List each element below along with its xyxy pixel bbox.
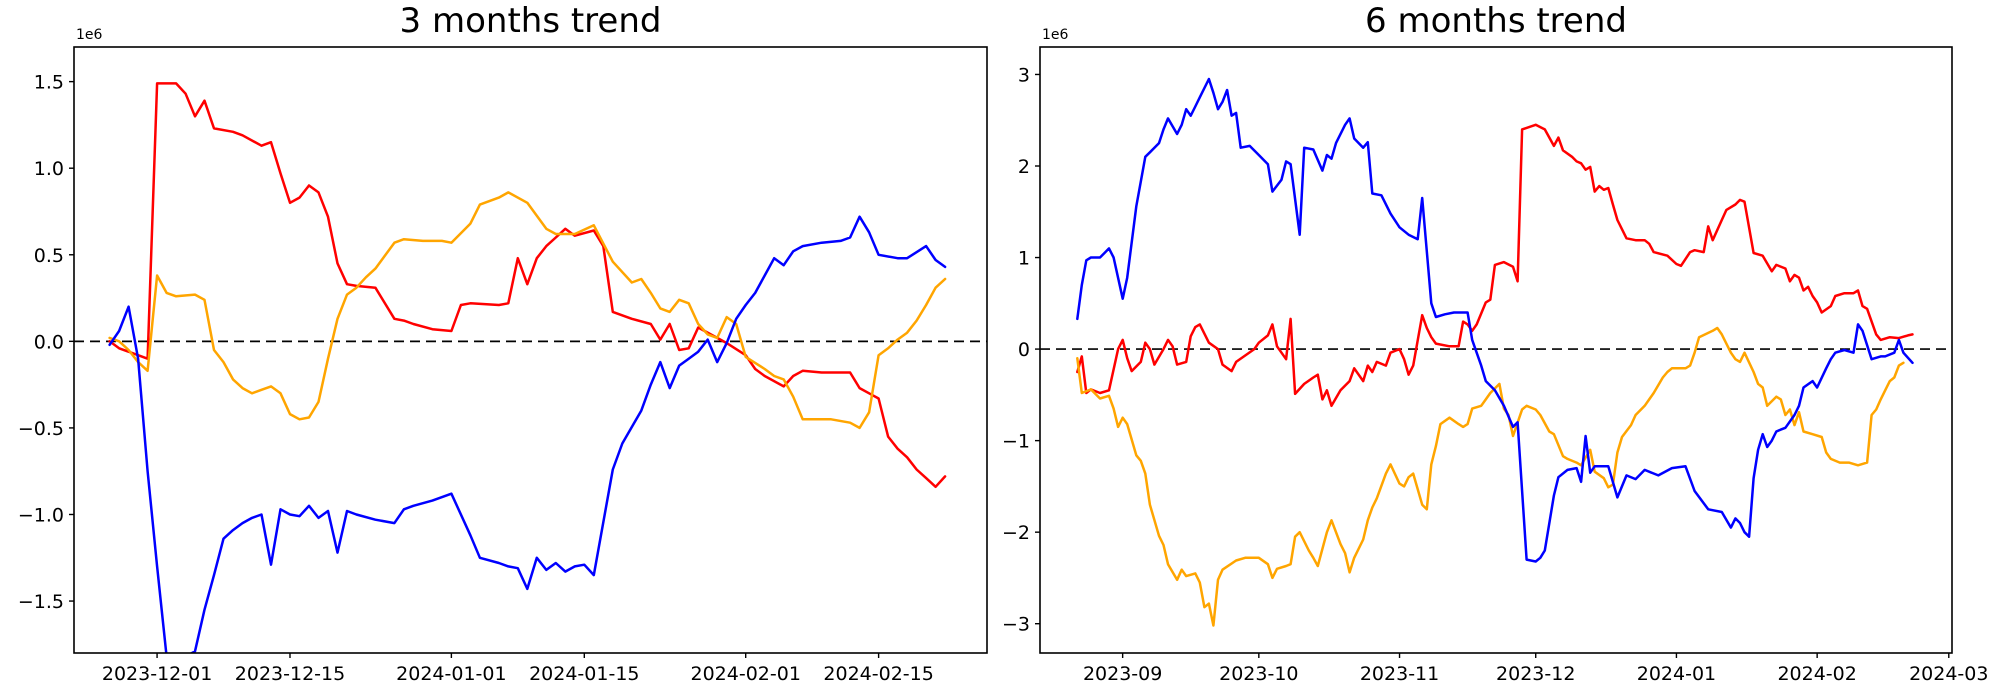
y-tick-label: 0 [1018, 339, 1030, 361]
y-tick-label: 3 [1018, 64, 1030, 86]
axes-spines [73, 46, 988, 654]
chart-3-months-trend: 2023-12-01 2023-12-15 2024-01-01 2024-01-15… [18, 46, 988, 685]
x-tick-label: 2023-12-01 [102, 663, 212, 685]
y-tick-label: 0.0 [34, 331, 64, 353]
y-tick-label: −2 [1002, 522, 1030, 544]
plot-area [74, 82, 987, 653]
series-blue-line [1076, 77, 1914, 563]
x-tick-label: 2024-02-01 [690, 663, 800, 685]
x-tick-label: 2024-01 [1637, 663, 1716, 685]
x-tick-label: 2024-02 [1777, 663, 1856, 685]
x-tick-label: 2023-10 [1219, 663, 1298, 685]
chart-title-3-months: 3 months trend [399, 1, 662, 41]
x-tick-label: 2023-12 [1496, 663, 1575, 685]
x-tick-label: 2023-11 [1360, 663, 1439, 685]
x-tick-label: 2024-03 [1909, 663, 1988, 685]
y-tick-label: 0.5 [34, 245, 64, 267]
y-tick-label: 1.5 [34, 72, 64, 94]
series-blue-line [108, 215, 947, 653]
y-axis-offset-label-right: 1e6 [1042, 27, 1069, 43]
y-tick-label: −3 [1002, 614, 1030, 636]
y-tick-label: 1.0 [34, 158, 64, 180]
series-orange-line [108, 191, 947, 430]
chart-6-months-trend: 2023-09 2023-10 2023-11 2023-12 2024-01 2024-… [1002, 46, 1988, 685]
y-tick-label: −1.5 [18, 591, 64, 613]
plot-area [1040, 77, 1952, 627]
chart-title-6-months: 6 months trend [1365, 1, 1627, 41]
y-tick-label: −0.5 [18, 418, 64, 440]
axes-spines [1039, 46, 1953, 654]
x-tick-label: 2023-12-15 [235, 663, 345, 685]
series-orange-line [1076, 326, 1905, 627]
y-axis-offset-label-left: 1e6 [76, 27, 103, 43]
series-red-line [1076, 123, 1914, 408]
x-tick-label: 2024-01-15 [529, 663, 639, 685]
x-tick-label: 2024-02-15 [823, 663, 933, 685]
y-tick-label: −1 [1002, 431, 1030, 453]
y-tick-label: −1.0 [18, 504, 64, 526]
series-red-line [108, 82, 947, 489]
y-tick-label: 1 [1018, 248, 1030, 270]
x-tick-label: 2023-09 [1083, 663, 1162, 685]
y-tick-label: 2 [1018, 156, 1030, 178]
x-tick-label: 2024-01-01 [396, 663, 506, 685]
